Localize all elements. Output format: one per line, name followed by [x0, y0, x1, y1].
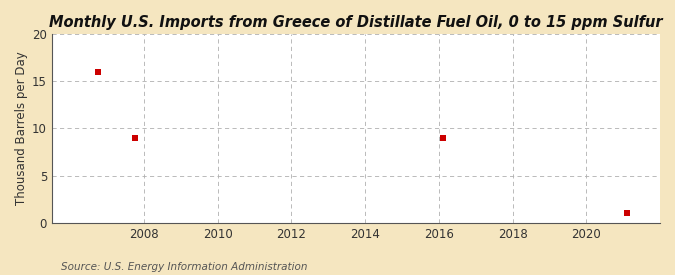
- Point: [130, 136, 140, 140]
- Point: [622, 211, 632, 216]
- Title: Monthly U.S. Imports from Greece of Distillate Fuel Oil, 0 to 15 ppm Sulfur: Monthly U.S. Imports from Greece of Dist…: [49, 15, 663, 30]
- Text: Source: U.S. Energy Information Administration: Source: U.S. Energy Information Administ…: [61, 262, 307, 272]
- Point: [92, 70, 103, 74]
- Y-axis label: Thousand Barrels per Day: Thousand Barrels per Day: [15, 51, 28, 205]
- Point: [437, 136, 448, 140]
